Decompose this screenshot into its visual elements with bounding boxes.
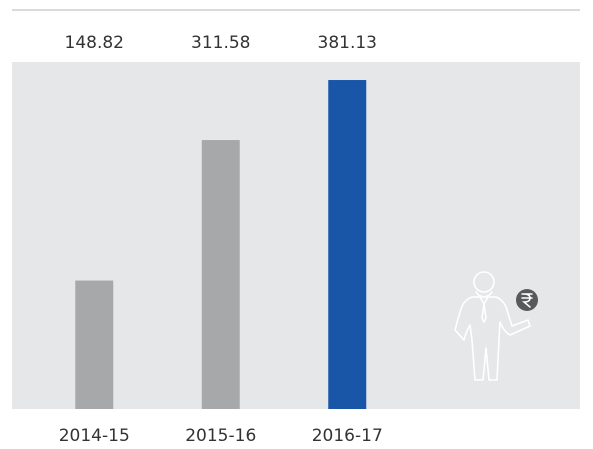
x-tick-label: 2016-17 bbox=[312, 426, 383, 446]
bar bbox=[328, 80, 367, 409]
value-label: 148.82 bbox=[65, 33, 124, 53]
man-icon bbox=[454, 271, 531, 381]
value-label: 311.58 bbox=[191, 33, 250, 53]
value-label: 381.13 bbox=[318, 33, 377, 53]
rupee-coin bbox=[516, 289, 538, 311]
bar bbox=[75, 280, 114, 409]
x-tick-label: 2014-15 bbox=[59, 426, 130, 446]
x-tick-label: 2015-16 bbox=[185, 426, 256, 446]
bar bbox=[201, 140, 240, 409]
